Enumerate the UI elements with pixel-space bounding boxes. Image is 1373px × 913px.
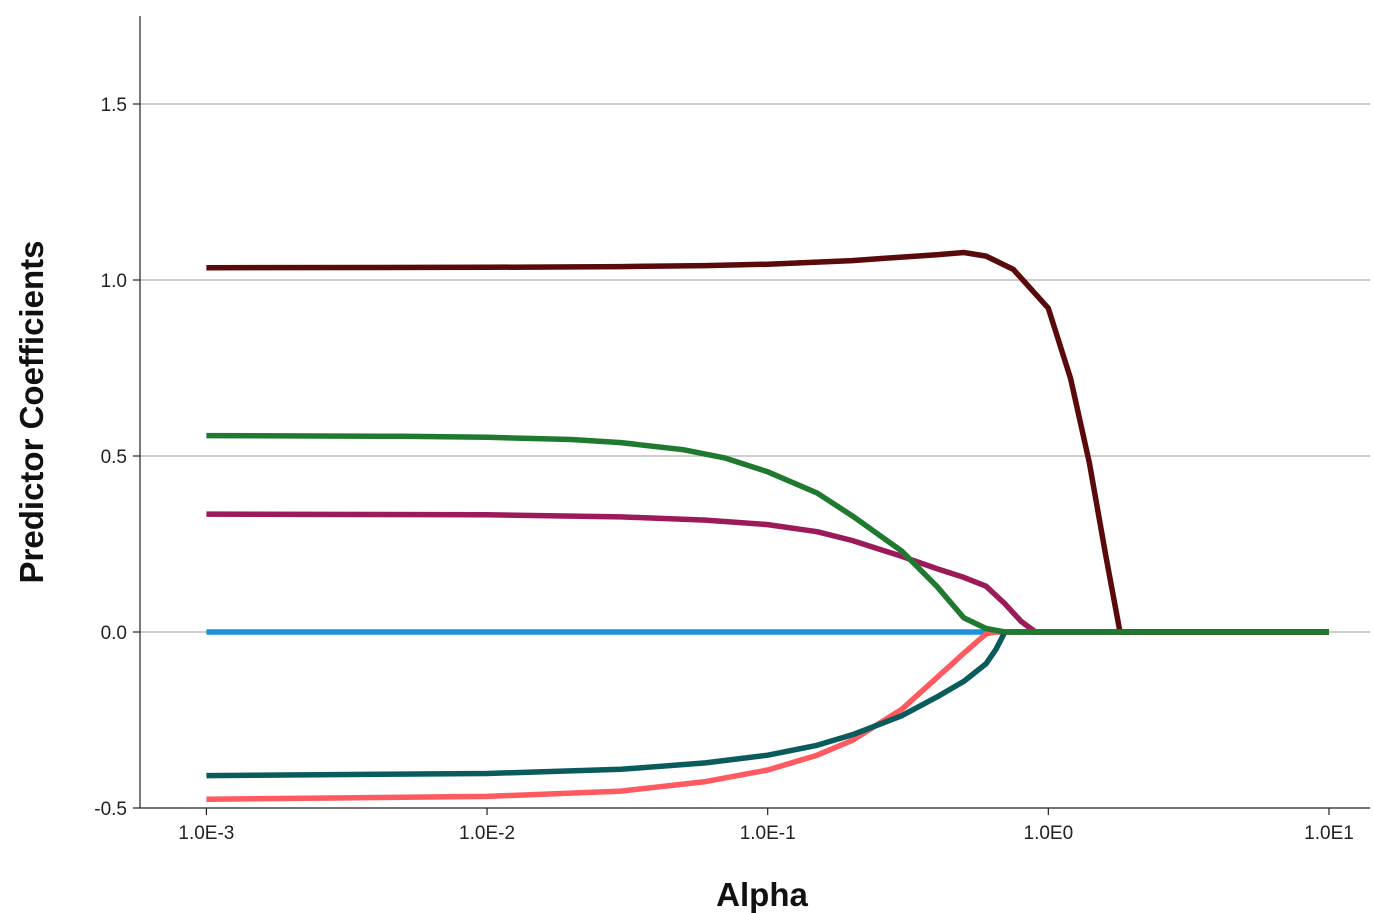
y-tick-label: 1.0 [101,271,127,292]
series-lines [206,249,1329,802]
y-tick-label: 1.5 [101,95,127,116]
y-tick-label: 0.5 [101,447,127,468]
x-tick-label: 1.0E-1 [740,823,796,844]
y-tick-labels: -0.5 0.0 0.5 1.0 1.5 [94,95,140,820]
x-tick-label: 1.0E0 [1024,823,1074,844]
series-line-5 [206,249,1329,635]
series-line-2 [206,629,1329,802]
y-axis-title: Predictor Coefficients [13,241,50,584]
gridlines [140,103,1370,633]
x-tick-label: 1.0E-2 [459,823,515,844]
x-tick-label: 1.0E-3 [178,823,234,844]
series-line-6 [206,432,1329,635]
y-tick-label: -0.5 [94,799,127,820]
series-line-4 [206,511,1329,635]
x-tick-label: 1.0E1 [1304,823,1354,844]
x-tick-labels: 1.0E-3 1.0E-2 1.0E-1 1.0E0 1.0E1 [178,808,1354,844]
series-line-3 [206,629,1329,779]
axes [139,16,1370,809]
x-axis-title: Alpha [716,876,808,913]
y-tick-label: 0.0 [101,623,127,644]
